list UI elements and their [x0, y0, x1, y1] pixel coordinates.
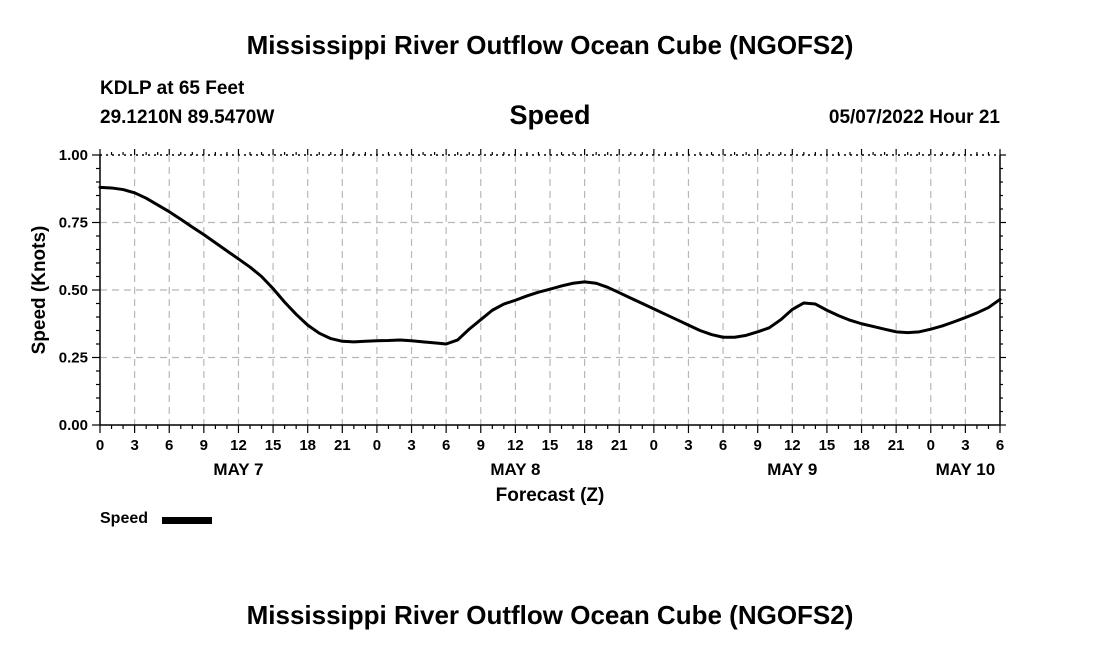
x-tick-label: 0 [650, 437, 658, 454]
y-tick-label: 0.25 [59, 350, 88, 367]
y-tick-label: 0.00 [59, 417, 88, 434]
chart-title-bottom: Mississippi River Outflow Ocean Cube (NG… [246, 600, 854, 630]
x-tick-label: 12 [784, 437, 801, 454]
x-tick-label: 0 [927, 437, 935, 454]
x-axis-label: Forecast (Z) [496, 485, 605, 506]
x-tick-label: 9 [754, 437, 762, 454]
x-tick-label: 3 [407, 437, 415, 454]
y-tick-label: 1.00 [59, 147, 88, 164]
x-tick-label: 12 [230, 437, 247, 454]
station-label: KDLP at 65 Feet [100, 78, 245, 99]
x-day-label: MAY 8 [490, 460, 540, 479]
x-tick-label: 6 [996, 437, 1004, 454]
x-tick-label: 6 [719, 437, 727, 454]
x-tick-label: 15 [542, 437, 559, 454]
x-day-label: MAY 10 [936, 460, 996, 479]
x-tick-label: 12 [507, 437, 524, 454]
y-axis-label: Speed (Knots) [29, 226, 50, 355]
x-day-label: MAY 7 [213, 460, 263, 479]
x-tick-label: 9 [200, 437, 208, 454]
x-tick-label: 15 [265, 437, 282, 454]
x-tick-label: 18 [576, 437, 593, 454]
x-tick-label: 21 [611, 437, 628, 454]
x-tick-label: 6 [165, 437, 173, 454]
x-day-label: MAY 9 [767, 460, 817, 479]
x-tick-label: 3 [130, 437, 138, 454]
x-tick-label: 6 [442, 437, 450, 454]
x-tick-label: 9 [477, 437, 485, 454]
coordinates-label: 29.1210N 89.5470W [100, 107, 275, 128]
legend-swatch [162, 517, 212, 524]
x-tick-label: 15 [819, 437, 836, 454]
y-tick-label: 0.50 [59, 282, 88, 299]
x-tick-label: 0 [373, 437, 381, 454]
legend-label: Speed [100, 510, 149, 527]
x-tick-label: 3 [961, 437, 969, 454]
x-tick-label: 3 [684, 437, 692, 454]
forecast-datetime: 05/07/2022 Hour 21 [828, 107, 1000, 128]
x-tick-label: 21 [888, 437, 905, 454]
variable-title: Speed [509, 100, 591, 130]
x-tick-label: 18 [853, 437, 870, 454]
x-tick-label: 21 [334, 437, 351, 454]
speed-series-line [98, 185, 1002, 346]
x-tick-label: 18 [299, 437, 316, 454]
x-tick-label: 0 [96, 437, 104, 454]
y-tick-label: 0.75 [59, 215, 88, 232]
chart-title-top: Mississippi River Outflow Ocean Cube (NG… [246, 30, 854, 60]
